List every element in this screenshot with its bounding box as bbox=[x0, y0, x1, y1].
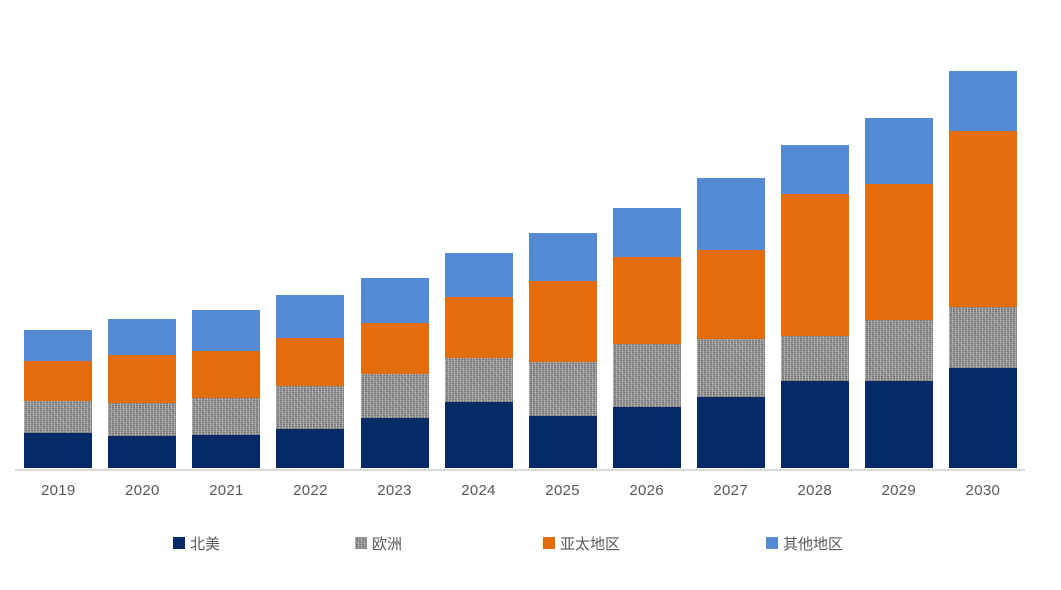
bar-segment-north-america bbox=[780, 381, 849, 468]
bar-stack-2022 bbox=[276, 295, 345, 468]
bar-segment-north-america bbox=[528, 416, 597, 468]
bar-segment-north-america bbox=[444, 402, 513, 468]
legend-label: 北美 bbox=[190, 535, 221, 553]
legend-item-other-regions: 其他地区 bbox=[766, 533, 843, 553]
bar-stack-2020 bbox=[108, 319, 177, 468]
bar-segment-asia-pacific bbox=[864, 184, 933, 320]
x-tick-label: 2027 bbox=[713, 482, 748, 499]
bar-segment-europe bbox=[444, 358, 513, 402]
bar-segment-north-america bbox=[864, 381, 933, 468]
bar-segment-north-america bbox=[696, 397, 765, 468]
bar-segment-north-america bbox=[24, 433, 93, 468]
x-tick-label: 2025 bbox=[545, 482, 580, 499]
bar-segment-asia-pacific bbox=[612, 257, 681, 344]
bar-segment-europe bbox=[360, 374, 429, 418]
legend-swatch-asia-pacific bbox=[543, 537, 555, 549]
bar-segment-other-regions bbox=[24, 330, 93, 361]
legend-swatch-other-regions bbox=[766, 537, 778, 549]
bar-segment-other-regions bbox=[780, 145, 849, 194]
bar-stack-2021 bbox=[192, 310, 261, 468]
x-tick-label: 2020 bbox=[125, 482, 160, 499]
bar-stack-2028 bbox=[780, 145, 849, 468]
legend-label: 其他地区 bbox=[783, 535, 844, 553]
bar-segment-asia-pacific bbox=[780, 194, 849, 336]
bar-segment-asia-pacific bbox=[192, 351, 261, 398]
legend-label: 欧洲 bbox=[372, 535, 403, 553]
bar-stack-2019 bbox=[24, 330, 93, 468]
bar-segment-europe bbox=[864, 320, 933, 381]
bar-segment-other-regions bbox=[108, 319, 177, 355]
bar-segment-other-regions bbox=[528, 233, 597, 281]
x-axis-line bbox=[15, 469, 1025, 471]
bar-segment-asia-pacific bbox=[528, 281, 597, 362]
bar-segment-other-regions bbox=[444, 253, 513, 297]
bar-segment-other-regions bbox=[612, 208, 681, 257]
bar-stack-2030 bbox=[948, 71, 1017, 468]
x-tick-label: 2022 bbox=[293, 482, 328, 499]
bar-segment-other-regions bbox=[864, 118, 933, 184]
bar-segment-north-america bbox=[192, 435, 261, 468]
plot-area bbox=[24, 71, 1017, 468]
bar-segment-europe bbox=[948, 307, 1017, 368]
legend-label: 亚太地区 bbox=[560, 535, 621, 553]
bar-stack-2025 bbox=[528, 233, 597, 468]
bar-segment-north-america bbox=[612, 407, 681, 468]
bar-segment-europe bbox=[192, 398, 261, 435]
bar-segment-asia-pacific bbox=[696, 250, 765, 339]
bar-segment-europe bbox=[24, 401, 93, 433]
x-tick-label: 2019 bbox=[41, 482, 76, 499]
bar-segment-north-america bbox=[948, 368, 1017, 468]
bar-segment-north-america bbox=[108, 436, 177, 468]
x-tick-label: 2021 bbox=[209, 482, 244, 499]
x-tick-label: 2023 bbox=[377, 482, 412, 499]
legend-item-north-america: 北美 bbox=[173, 533, 220, 553]
legend-item-asia-pacific: 亚太地区 bbox=[543, 533, 620, 553]
legend-item-europe: 欧洲 bbox=[355, 533, 402, 553]
bar-stack-2027 bbox=[696, 178, 765, 468]
bar-segment-north-america bbox=[276, 429, 345, 468]
bar-segment-europe bbox=[276, 386, 345, 429]
bar-segment-europe bbox=[108, 403, 177, 436]
bar-segment-europe bbox=[780, 336, 849, 381]
x-tick-label: 2024 bbox=[461, 482, 496, 499]
bar-stack-2023 bbox=[360, 278, 429, 468]
bar-segment-europe bbox=[696, 339, 765, 397]
bar-segment-asia-pacific bbox=[948, 131, 1017, 307]
bar-segment-europe bbox=[528, 362, 597, 416]
bar-segment-other-regions bbox=[360, 278, 429, 323]
bar-stack-2024 bbox=[444, 253, 513, 468]
bar-segment-asia-pacific bbox=[276, 338, 345, 386]
bar-stack-2029 bbox=[864, 118, 933, 468]
x-tick-label: 2029 bbox=[881, 482, 917, 499]
bar-segment-asia-pacific bbox=[108, 355, 177, 403]
x-tick-label: 2026 bbox=[629, 482, 664, 499]
bar-segment-other-regions bbox=[276, 295, 345, 338]
bar-segment-asia-pacific bbox=[360, 323, 429, 374]
legend-swatch-europe bbox=[355, 537, 367, 549]
x-tick-label: 2028 bbox=[797, 482, 833, 499]
bar-segment-other-regions bbox=[696, 178, 765, 250]
bar-segment-other-regions bbox=[948, 71, 1017, 131]
bar-segment-asia-pacific bbox=[24, 361, 93, 401]
bar-stack-2026 bbox=[612, 208, 681, 468]
bar-segment-europe bbox=[612, 344, 681, 407]
x-tick-label: 2030 bbox=[965, 482, 1001, 499]
bar-segment-asia-pacific bbox=[444, 297, 513, 358]
legend-swatch-north-america bbox=[173, 537, 185, 549]
bar-segment-north-america bbox=[360, 418, 429, 468]
bar-segment-other-regions bbox=[192, 310, 261, 351]
